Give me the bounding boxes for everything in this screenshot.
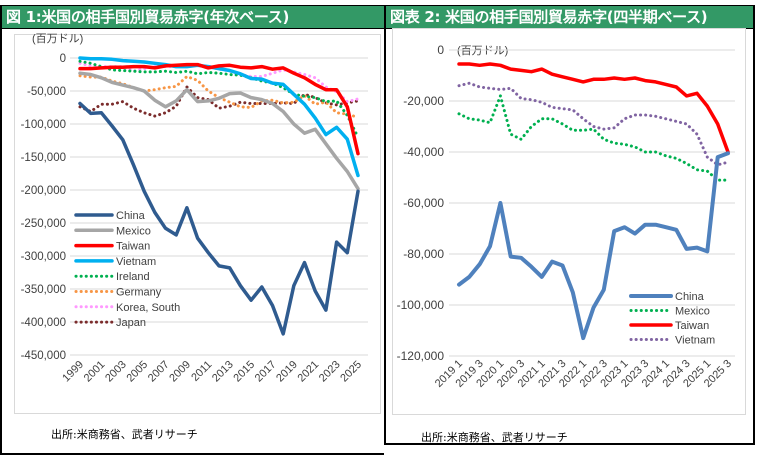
annual-legend-item-mexico: Mexico xyxy=(74,225,151,237)
annual-y-tick-label: -450,000 xyxy=(21,350,66,362)
annual-x-tick-label: 2025 xyxy=(338,359,364,385)
quarterly-y-tick-label: -60,000 xyxy=(403,196,444,210)
quarterly-y-tick-label: -80,000 xyxy=(403,247,444,261)
annual-y-tick-label: -200,000 xyxy=(21,185,66,197)
annual-x-tick-label: 2017 xyxy=(253,359,279,385)
quarterly-legend-item-vietnam: Vietnam xyxy=(629,335,715,347)
quarterly-legend-item-china: China xyxy=(629,291,705,303)
annual-legend: China Mexico Taiwan Vietnam Ireland Germany Ko… xyxy=(74,210,180,329)
annual-y-tick-label: 0 xyxy=(60,53,66,65)
annual-y-tick-label: -400,000 xyxy=(21,317,66,329)
annual-legend-item-china: China xyxy=(74,210,146,222)
annual-y-tick-label: -300,000 xyxy=(21,251,66,263)
annual-chart-title: 図 1:米国の相手国別貿易赤字(年次ベース) xyxy=(2,5,384,29)
quarterly-legend: China Mexico Taiwan Vietnam xyxy=(629,291,715,347)
legend-label: Germany xyxy=(116,287,162,299)
quarterly-chart: (百万ドル) 0 -20,000 -40,000 -60,000 -80,000 -100… xyxy=(397,43,735,390)
annual-y-tick-label: -150,000 xyxy=(21,152,66,164)
quarterly-y-tick-label: -40,000 xyxy=(403,145,444,159)
annual-x-tick-label: 2005 xyxy=(124,359,150,385)
annual-x-tick-label: 2023 xyxy=(317,359,343,385)
quarterly-chart-area xyxy=(392,28,746,415)
quarterly-legend-item-taiwan: Taiwan xyxy=(629,320,709,332)
annual-legend-item-vietnam: Vietnam xyxy=(74,256,156,268)
annual-x-tick-label: 2007 xyxy=(146,359,172,385)
annual-x-tick-label: 2011 xyxy=(189,359,214,384)
annual-x-tick-label: 2013 xyxy=(210,359,236,385)
legend-label: Taiwan xyxy=(675,320,709,332)
annual-unit-label: (百万ドル) xyxy=(32,33,83,45)
annual-legend-item-germany: Germany xyxy=(74,287,162,299)
annual-chart-source: 出所:米商務省、武者リサーチ xyxy=(51,428,198,441)
legend-label: Japan xyxy=(116,317,146,329)
annual-series xyxy=(78,56,360,336)
annual-x-tick-label: 2015 xyxy=(231,359,257,385)
quarterly-y-tick-label: -100,000 xyxy=(397,298,445,312)
legend-label: Mexico xyxy=(116,225,151,237)
quarterly-chart-title: 図表 2: 米国の相手国別貿易赤字(四半期ベース) xyxy=(386,5,753,29)
annual-gridlines xyxy=(70,57,368,356)
annual-y-axis: 0 -50,000 -100,000 -150,000 -200,000 -250,000… xyxy=(21,53,66,362)
annual-x-tick-label: 2019 xyxy=(274,359,300,385)
quarterly-chart-source: 出所:米商務省、武者リサーチ xyxy=(421,431,568,444)
annual-x-tick-label: 1999 xyxy=(60,359,86,385)
quarterly-series-mexico xyxy=(457,94,730,182)
quarterly-series xyxy=(457,62,730,341)
quarterly-legend-item-mexico: Mexico xyxy=(629,306,710,318)
annual-x-tick-label: 2021 xyxy=(296,359,322,385)
annual-series-japan xyxy=(78,85,360,118)
quarterly-unit-label: (百万ドル) xyxy=(457,45,508,57)
quarterly-series-vietnam xyxy=(457,81,730,167)
quarterly-y-tick-label: 0 xyxy=(437,43,444,57)
annual-x-axis: 1999200120032005200720092011201320152017… xyxy=(60,359,364,385)
legend-label: Vietnam xyxy=(116,256,156,268)
quarterly-y-axis: 0 -20,000 -40,000 -60,000 -80,000 -100,000 -12… xyxy=(397,43,445,363)
annual-legend-item-korea-south: Korea, South xyxy=(74,302,180,314)
annual-series-taiwan xyxy=(78,62,360,156)
annual-x-tick-label: 2003 xyxy=(103,359,129,385)
legend-label: China xyxy=(675,291,705,303)
quarterly-y-tick-label: -20,000 xyxy=(403,94,444,108)
annual-legend-item-taiwan: Taiwan xyxy=(74,241,150,253)
quarterly-series-china xyxy=(457,151,730,341)
annual-chart: (百万ドル) 0 -50,000 -100,000 -150,000 -200,000 -… xyxy=(21,33,368,384)
legend-label: Vietnam xyxy=(675,335,715,347)
quarterly-gridlines xyxy=(449,49,735,357)
annual-legend-item-ireland: Ireland xyxy=(74,271,150,283)
annual-x-tick-label: 2001 xyxy=(82,359,108,385)
annual-y-tick-label: -50,000 xyxy=(27,86,66,98)
annual-y-tick-label: -350,000 xyxy=(21,284,66,296)
annual-series-china xyxy=(78,101,360,336)
quarterly-y-tick-label: -120,000 xyxy=(397,349,445,363)
legend-label: Ireland xyxy=(116,271,150,283)
annual-x-tick-label: 2009 xyxy=(167,359,193,385)
annual-series-mexico xyxy=(78,71,360,191)
annual-y-tick-label: -250,000 xyxy=(21,218,66,230)
legend-label: Mexico xyxy=(675,306,710,318)
legend-label: Taiwan xyxy=(116,241,150,253)
legend-label: China xyxy=(116,210,146,222)
annual-legend-item-japan: Japan xyxy=(74,317,146,329)
legend-label: Korea, South xyxy=(116,302,180,314)
quarterly-series-taiwan xyxy=(457,62,730,154)
annual-series-vietnam xyxy=(78,56,360,178)
annual-y-tick-label: -100,000 xyxy=(21,119,66,131)
